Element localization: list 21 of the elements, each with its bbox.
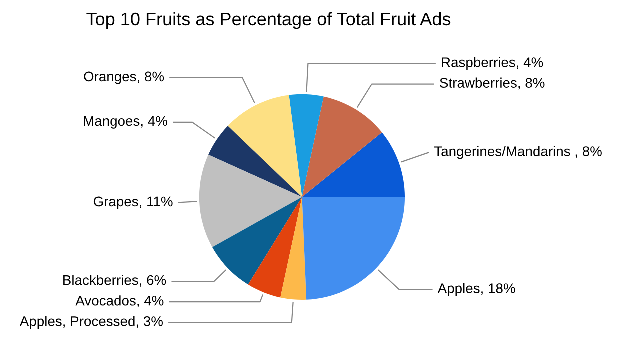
slice-label: Oranges, 8% bbox=[84, 72, 164, 84]
pie-slice bbox=[302, 132, 406, 198]
pie-slice bbox=[280, 197, 307, 300]
pie-slice bbox=[302, 197, 406, 300]
slice-label: Apples, 18% bbox=[438, 283, 516, 296]
slice-label: Grapes, 11% bbox=[94, 196, 173, 210]
slice-label: Avocados, 4% bbox=[76, 296, 164, 308]
pie-slice bbox=[248, 197, 302, 298]
pie-slice bbox=[199, 154, 302, 248]
slice-label: Apples, Processed, 3% bbox=[20, 316, 163, 330]
slice-label: Raspberries, 4% bbox=[442, 57, 544, 70]
chart-title: Top 10 Fruits as Percentage of Total Fruit Ads bbox=[86, 12, 451, 30]
pie-slice bbox=[228, 95, 302, 198]
slice-label: Strawberries, 8% bbox=[440, 78, 545, 90]
slice-label: Mangoes, 4% bbox=[84, 116, 168, 129]
pie-slice bbox=[208, 126, 302, 198]
slice-label: Blackberries, 6% bbox=[64, 275, 166, 287]
slice-label: Tangerines/Mandarins , 8% bbox=[434, 146, 602, 160]
pie-slice bbox=[289, 94, 324, 198]
pie-slice bbox=[302, 96, 382, 198]
pie-slice bbox=[212, 197, 302, 285]
